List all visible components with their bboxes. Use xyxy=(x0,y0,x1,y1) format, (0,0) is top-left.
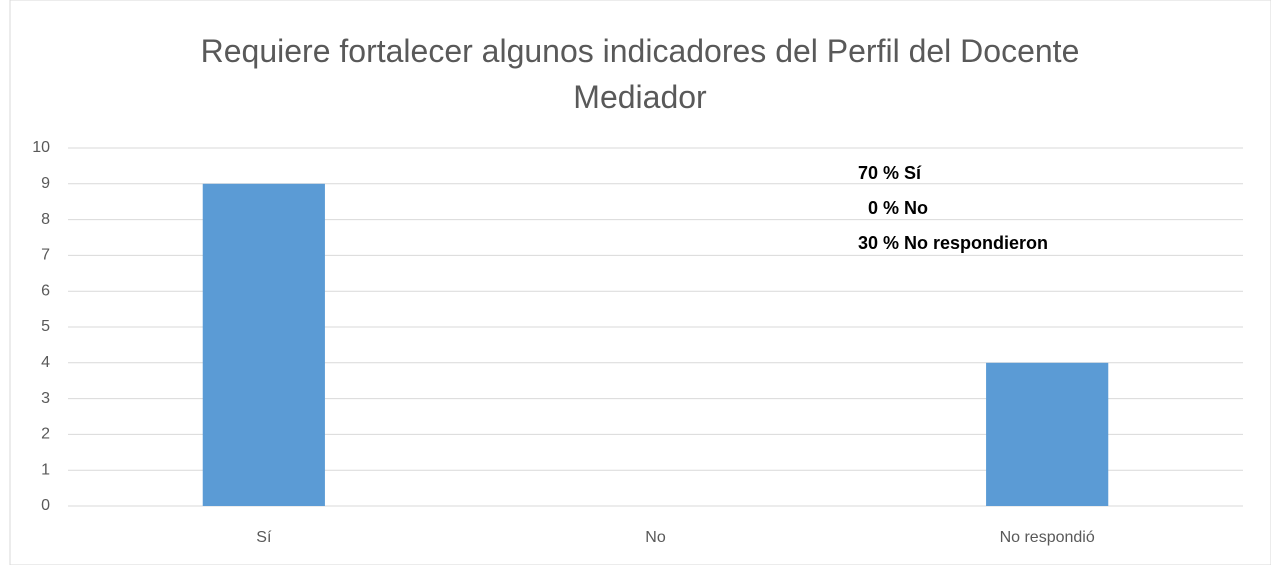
y-tick-label: 1 xyxy=(41,461,50,478)
y-tick-label: 3 xyxy=(41,390,50,407)
y-tick-label: 8 xyxy=(41,211,50,228)
y-tick-label: 0 xyxy=(41,497,50,514)
x-tick-label: No xyxy=(645,529,666,546)
bar xyxy=(202,183,325,507)
y-tick-label: 6 xyxy=(41,282,50,299)
x-tick-label: Sí xyxy=(256,529,272,546)
y-tick-label: 9 xyxy=(41,175,50,192)
annotation: 70 % Sí xyxy=(858,163,922,183)
y-tick-label: 7 xyxy=(41,247,50,264)
bar xyxy=(986,362,1109,506)
annotation: 0 % No xyxy=(868,198,928,218)
annotation: 30 % No respondieron xyxy=(858,233,1048,253)
x-tick-label: No respondió xyxy=(1000,529,1095,546)
y-tick-label: 10 xyxy=(32,139,50,156)
y-tick-label: 5 xyxy=(41,318,50,335)
chart-frame xyxy=(9,0,1271,565)
chart-title: Requiere fortalecer algunos indicadores … xyxy=(200,33,1080,115)
y-tick-label: 2 xyxy=(41,426,50,443)
y-tick-label: 4 xyxy=(41,354,50,371)
